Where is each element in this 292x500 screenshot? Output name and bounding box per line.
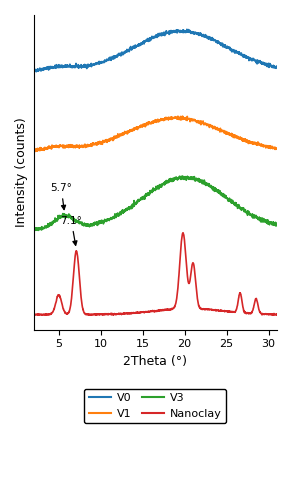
Y-axis label: Intensity (counts): Intensity (counts) [15,118,28,227]
Text: 5.7°: 5.7° [50,184,72,210]
Text: 7.1°: 7.1° [60,216,82,246]
X-axis label: 2Theta (°): 2Theta (°) [123,355,187,368]
Legend: V0, V1, V3, Nanoclay: V0, V1, V3, Nanoclay [84,388,226,423]
